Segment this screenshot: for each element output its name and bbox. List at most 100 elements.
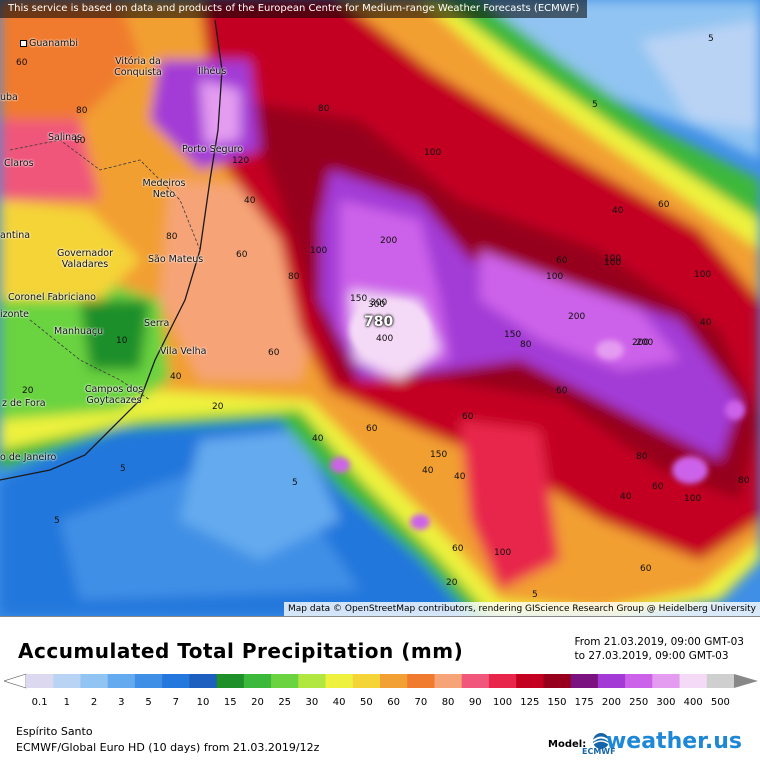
contour-label: 40 [612,206,624,216]
scale-tick-label: 175 [574,697,594,708]
city-label: uba [0,92,18,103]
chart-title: Accumulated Total Precipitation (mm) [18,639,464,663]
scale-swatch [26,674,54,688]
contour-label: 80 [520,340,532,350]
contour-label: 60 [658,200,670,210]
scale-tick-label: 25 [278,697,292,708]
contour-label: 100 [494,548,512,558]
contour-label: 5 [54,516,60,526]
scale-swatch [298,674,327,688]
contour-label: 60 [16,58,28,68]
contour-label: 10 [116,336,128,346]
scale-tick-label: 40 [332,697,346,708]
scale-max-arrow [734,674,758,688]
forecast-period: From 21.03.2019, 09:00 GMT-03 to 27.03.2… [574,635,744,663]
period-from: From 21.03.2019, 09:00 GMT-03 [574,636,744,648]
city-label: o de Janeiro [0,452,57,463]
scale-swatch [434,674,463,688]
color-scale [4,673,758,689]
scale-tick-label: 90 [468,697,482,708]
contour-label: 80 [288,272,300,282]
scale-swatch [380,674,408,688]
contour-label: 60 [640,564,652,574]
city-label: Campos dos Goytacazes [84,384,144,406]
contour-label: 60 [74,136,86,146]
scale-tick-label: 20 [251,697,264,708]
brand-logo[interactable]: weather.us [605,729,742,754]
scale-tick-label: 200 [601,697,621,708]
contour-label: 200 [632,338,650,348]
scale-tick-label: 60 [387,697,400,708]
contour-label: 80 [738,476,750,486]
model-label: Model: [548,739,587,750]
scale-swatch [271,674,299,688]
scale-swatch [162,674,190,688]
scale-tick-label: 0.1 [31,697,48,708]
region-name: Espírito Santo [16,725,93,738]
scale-tick-label: 250 [629,697,649,708]
contour-label: 100 [694,270,712,280]
contour-label: 5 [592,100,598,110]
scale-tick-label: 125 [520,697,540,708]
scale-swatch [107,674,136,688]
scale-tick-label: 150 [547,697,567,708]
scale-tick-label: 400 [683,697,703,708]
scale-tick-label: 70 [414,697,428,708]
scale-tick-label: 300 [656,697,676,708]
contour-label: 40 [620,492,632,502]
contour-label: 60 [268,348,280,358]
scale-swatch [80,674,109,688]
contour-label: 300 [370,298,388,308]
city-label: Medeiros Neto [142,178,186,200]
scale-tick-label: 80 [441,697,455,708]
city-label: Salinas [48,132,82,143]
scale-swatch [189,674,218,688]
scale-swatch [53,674,81,688]
city-label: Porto Seguro [182,144,244,155]
scale-swatch [570,674,599,688]
city-label: Vitória da Conquista [114,56,162,78]
contour-label: 400 [376,334,394,344]
contour-label: 5 [292,478,298,488]
scale-swatch [461,674,490,688]
contour-label: 100 [684,494,702,504]
city-label: Guanambi [20,38,78,49]
contour-label: 200 [636,338,654,348]
contour-label: 100 [604,254,622,264]
scale-swatch [488,674,517,688]
scale-swatch [652,674,681,688]
ecmwf-logo-icon [592,733,610,749]
scale-tick-label: 5 [145,697,152,708]
scale-swatch [543,674,572,688]
contour-label: 5 [708,34,714,44]
city-label: Claros [4,158,34,169]
precipitation-map[interactable]: This service is based on data and produc… [0,0,760,616]
map-attribution: Map data © OpenStreetMap contributors, r… [284,602,760,616]
contour-label: 80 [76,106,88,116]
contour-label: 300 [368,300,386,310]
scale-tick-label: 15 [223,697,237,708]
scale-tick-label: 3 [118,697,125,708]
contour-label: 80 [318,104,330,114]
city-label: Manhuaçu [54,326,104,337]
contour-label: 40 [422,466,434,476]
contour-label: 40 [700,318,712,328]
contour-label: 150 [504,330,522,340]
city-label: antina [0,230,31,241]
city-label: São Mateus [148,254,204,265]
scale-tick-label: 30 [305,697,319,708]
contour-label: 150 [350,294,368,304]
state-border [9,139,201,251]
city-label: z de Fora [2,398,46,409]
scale-tick-label: 10 [196,697,210,708]
contour-label: 60 [452,544,464,554]
scale-swatch [352,674,381,688]
scale-tick-label: 1 [63,697,71,708]
contour-label: 40 [312,434,324,444]
ecmwf-disclaimer: This service is based on data and produc… [0,0,588,18]
scale-tick-label: 500 [710,697,730,708]
period-to: to 27.03.2019, 09:00 GMT-03 [574,650,729,662]
contour-label: 5 [532,590,538,600]
contour-label: 200 [568,312,586,322]
scale-tick-label: 50 [360,697,373,708]
